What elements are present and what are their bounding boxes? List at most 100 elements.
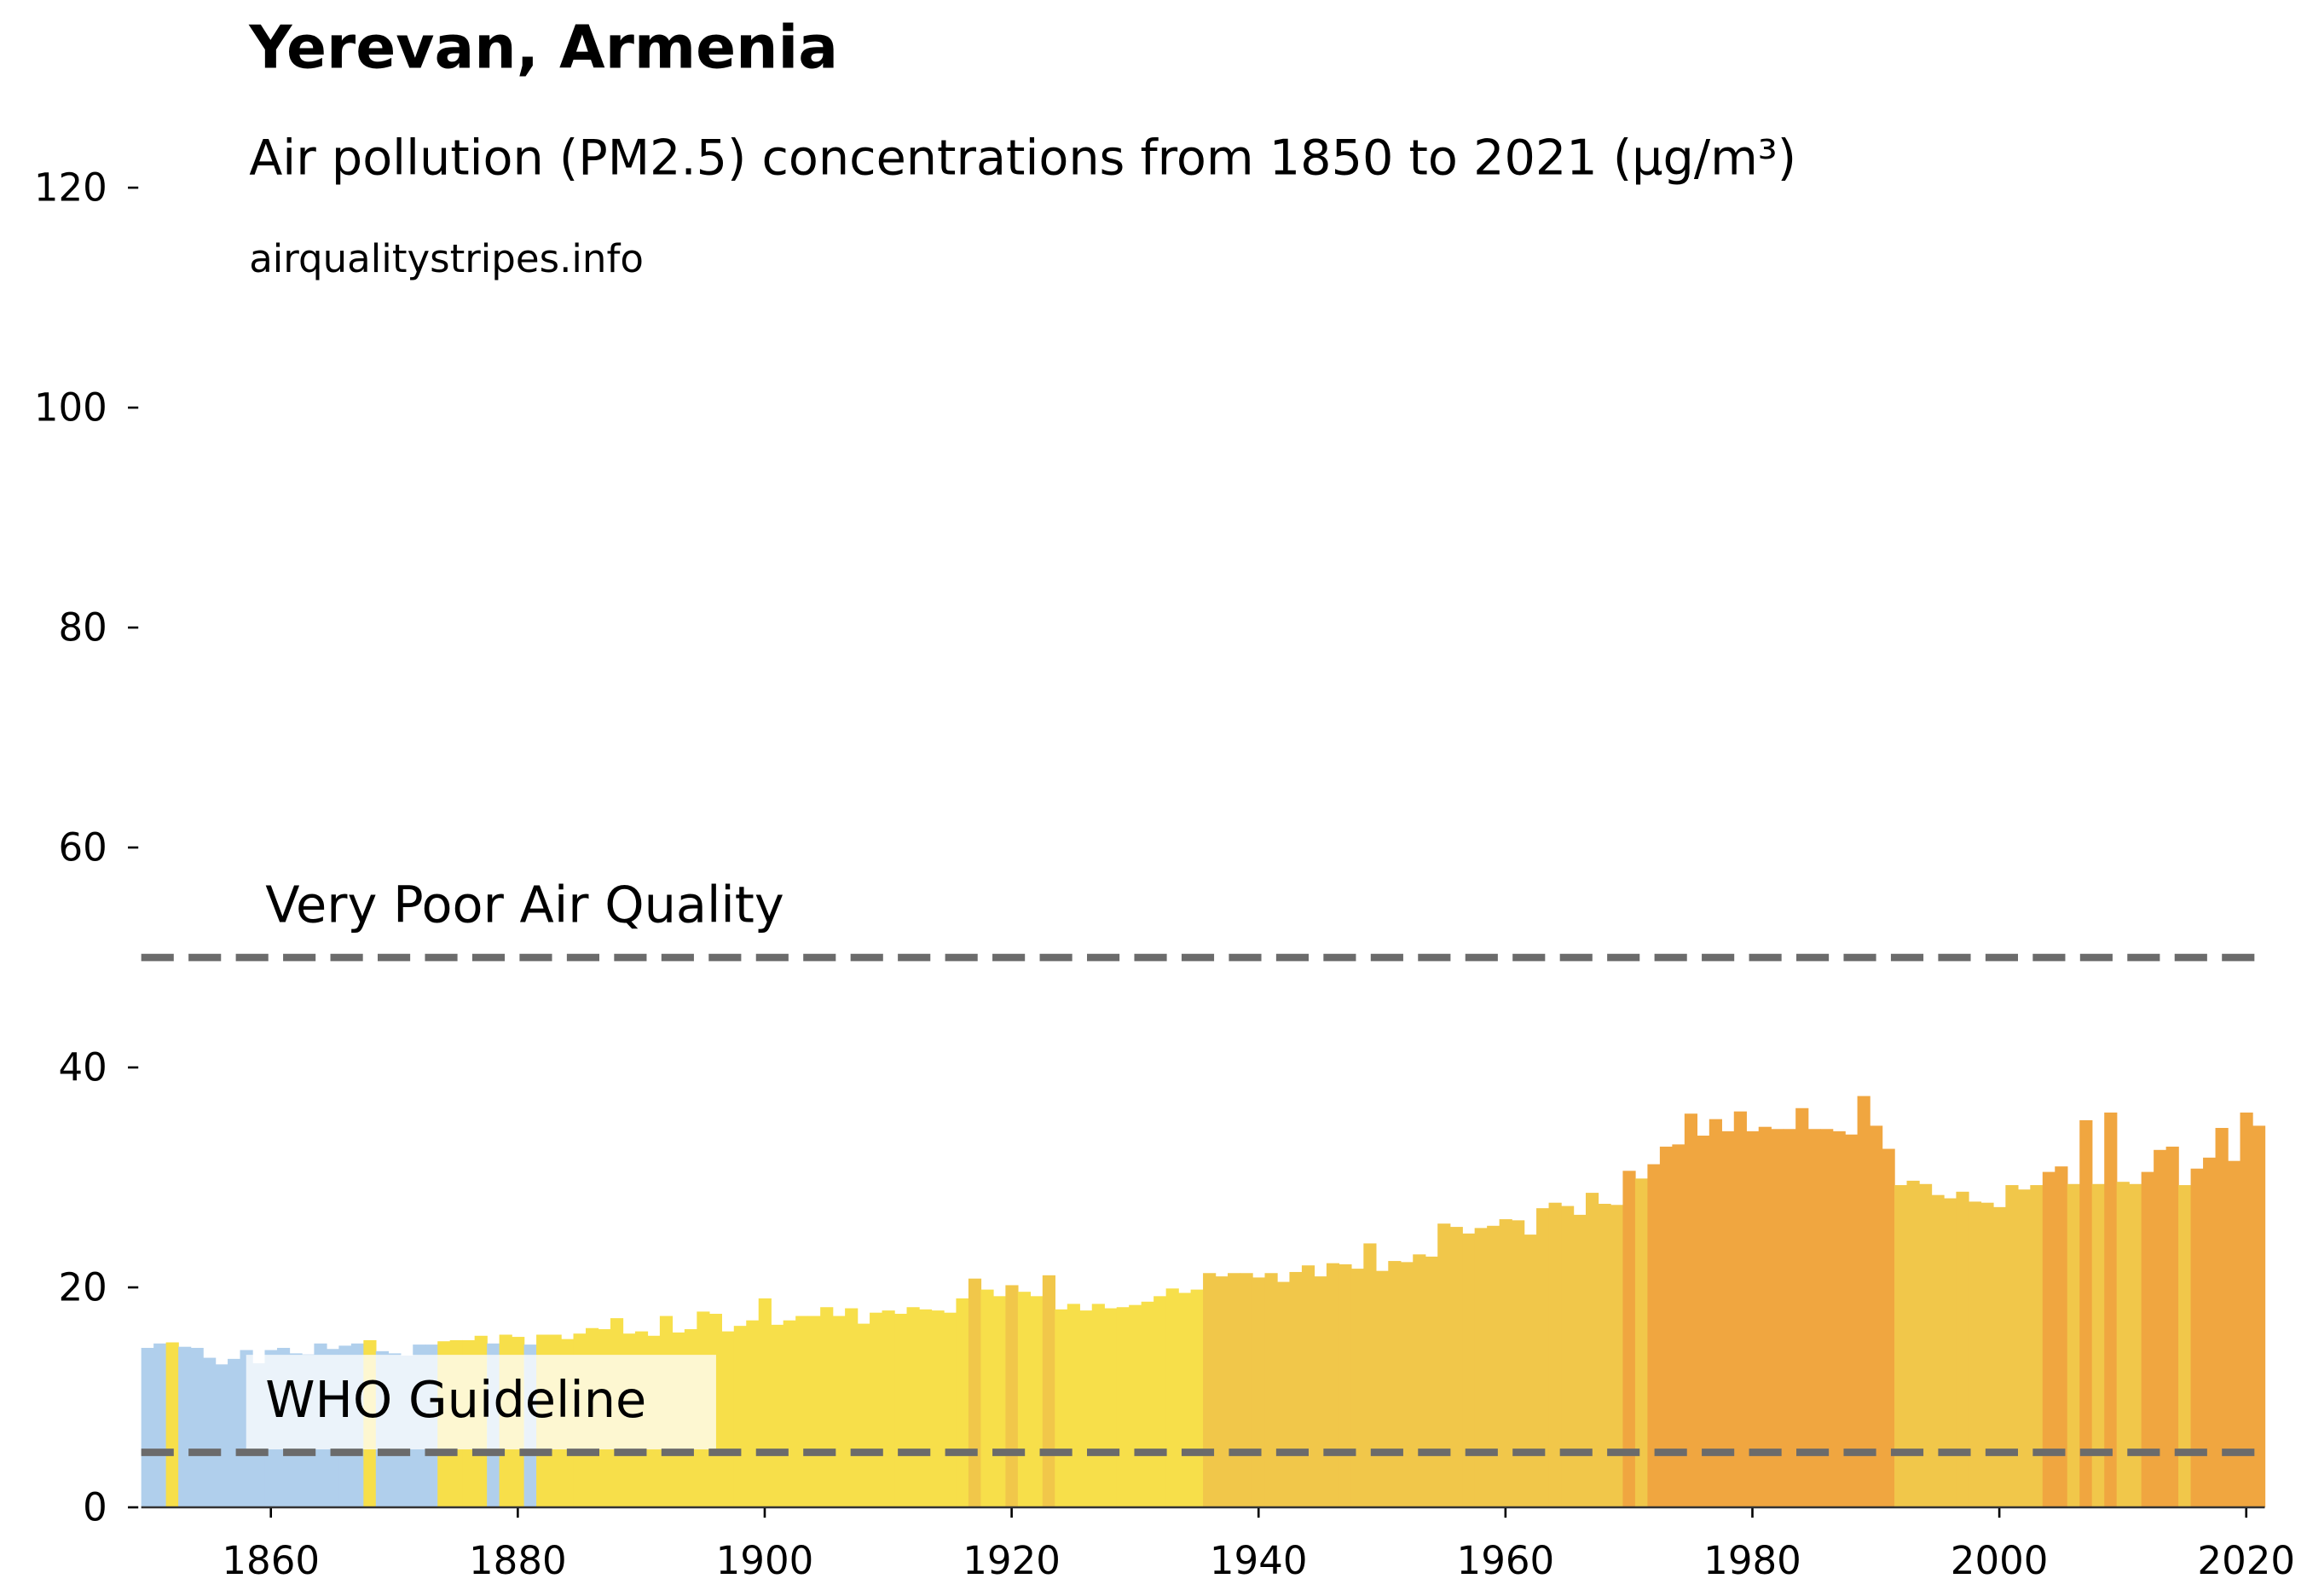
bar: [1042, 1275, 1055, 1507]
bar: [2129, 1183, 2142, 1507]
x-tick-label: 1980: [1703, 1538, 1801, 1583]
bar: [2005, 1185, 2019, 1507]
bar: [1462, 1233, 1476, 1507]
bar: [141, 1347, 154, 1507]
bar: [1746, 1130, 1760, 1507]
bar: [771, 1324, 784, 1507]
bar: [1795, 1107, 1809, 1507]
bar: [1733, 1111, 1747, 1507]
bar: [1499, 1219, 1512, 1507]
bar: [1512, 1220, 1525, 1507]
x-tick-label: 2000: [1951, 1538, 2049, 1583]
bar: [1956, 1191, 1969, 1507]
bar: [1845, 1134, 1859, 1507]
bar: [215, 1364, 228, 1507]
bar: [1165, 1288, 1179, 1507]
bar: [845, 1308, 859, 1507]
bar: [918, 1309, 933, 1507]
bar: [190, 1347, 204, 1507]
bar: [1276, 1281, 1291, 1507]
bar: [1005, 1285, 1019, 1507]
bar: [1943, 1198, 1957, 1507]
bar: [2042, 1171, 2055, 1507]
bar: [1697, 1136, 1710, 1507]
x-tick-label: 1940: [1210, 1538, 1308, 1583]
bar: [1894, 1185, 1908, 1507]
chart-subtitle: Air pollution (PM2.5) concentrations fro…: [249, 130, 1796, 187]
x-tick-label: 1900: [716, 1538, 814, 1583]
bar: [894, 1313, 908, 1507]
bar: [1264, 1273, 1278, 1507]
bar: [165, 1342, 179, 1507]
bar: [1350, 1269, 1365, 1507]
bar: [2228, 1160, 2241, 1507]
bar: [1771, 1129, 1784, 1507]
bar: [943, 1312, 957, 1507]
bar: [1684, 1113, 1698, 1507]
bar: [820, 1307, 834, 1507]
bar: [1104, 1308, 1118, 1507]
bar: [783, 1320, 796, 1507]
bar: [1437, 1223, 1451, 1507]
bar: [1585, 1193, 1599, 1507]
x-tick-label: 1880: [469, 1538, 567, 1583]
bar: [746, 1320, 760, 1507]
bar: [2215, 1127, 2229, 1507]
y-tick-label: 20: [58, 1265, 107, 1310]
bar: [153, 1343, 167, 1507]
bar: [1449, 1227, 1463, 1507]
bar: [1228, 1273, 1241, 1507]
bar: [733, 1326, 747, 1507]
bar: [2091, 1183, 2105, 1507]
bar: [1413, 1254, 1426, 1507]
bar: [2203, 1157, 2217, 1507]
bar: [1375, 1270, 1389, 1507]
bar: [1289, 1271, 1303, 1507]
x-tick-label: 2020: [2197, 1538, 2295, 1583]
bar: [832, 1316, 846, 1507]
bar: [1931, 1194, 1945, 1507]
bar: [1536, 1208, 1550, 1507]
bar: [1017, 1292, 1032, 1507]
bar: [1339, 1264, 1352, 1507]
bar: [1314, 1276, 1327, 1507]
bar: [1659, 1146, 1674, 1507]
reference-label: WHO Guideline: [265, 1370, 646, 1429]
bar: [1524, 1235, 1537, 1507]
bar: [1252, 1277, 1266, 1507]
bar: [1055, 1309, 1068, 1507]
bar: [228, 1358, 241, 1507]
bar: [1190, 1289, 1204, 1507]
bar: [2104, 1112, 2118, 1507]
bar: [1721, 1130, 1735, 1507]
y-tick-label: 100: [34, 385, 107, 431]
bar: [980, 1289, 994, 1507]
bar: [758, 1298, 772, 1507]
bar: [1783, 1129, 1796, 1507]
bar: [1400, 1262, 1414, 1507]
x-tick-label: 1960: [1457, 1538, 1555, 1583]
bar: [1154, 1296, 1167, 1507]
bar: [2141, 1171, 2154, 1507]
bar: [1067, 1304, 1080, 1507]
bar: [956, 1298, 969, 1507]
bar: [1968, 1201, 1982, 1507]
bar: [2252, 1125, 2266, 1507]
bar: [1129, 1304, 1142, 1507]
x-tick-label: 1860: [222, 1538, 320, 1583]
bar: [1622, 1171, 1636, 1507]
y-tick-label: 60: [58, 825, 107, 870]
bar: [1610, 1205, 1624, 1507]
bar: [1548, 1202, 1562, 1507]
bar: [1672, 1144, 1685, 1507]
bar: [2178, 1185, 2192, 1507]
bar: [1820, 1129, 1834, 1507]
chart-source: airqualitystripes.info: [249, 236, 644, 281]
bar: [968, 1278, 982, 1507]
bar: [1388, 1261, 1402, 1507]
overlay: WHO Guideline Very Poor Air Quality: [141, 875, 2265, 1456]
bar: [1634, 1178, 1649, 1507]
bar: [1215, 1276, 1229, 1507]
